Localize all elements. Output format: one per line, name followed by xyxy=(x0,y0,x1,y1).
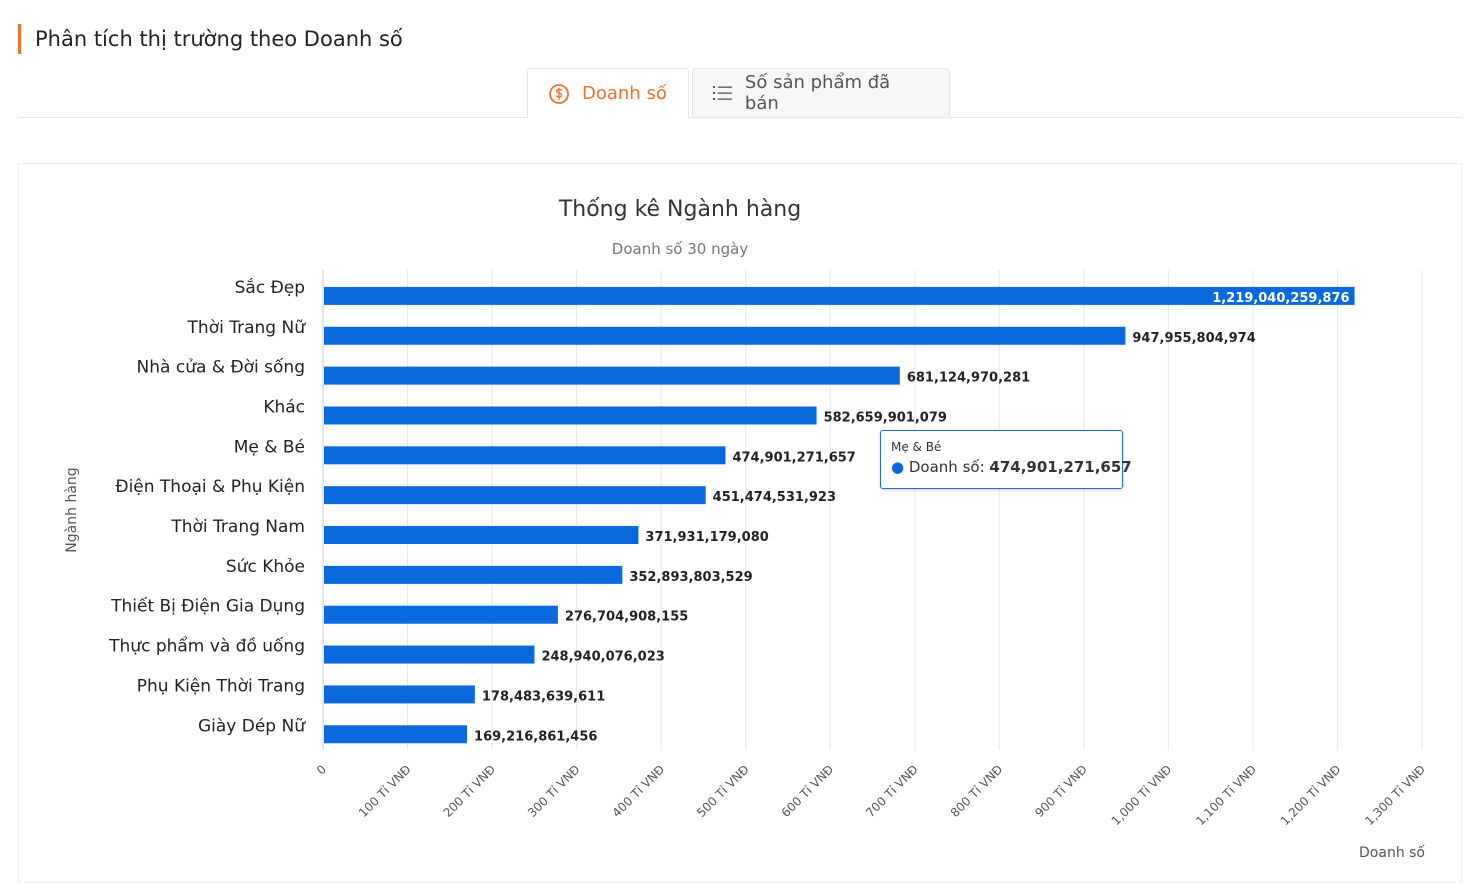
tooltip-category: Mẹ & Bé xyxy=(891,440,942,454)
chart-tooltip: Mẹ & Bé ● Doanh số: 474,901,271,657 xyxy=(880,430,1132,489)
data-label: 451,474,531,923 xyxy=(713,490,836,505)
y-tick-label: Thời Trang Nam xyxy=(170,517,305,537)
data-label: 947,955,804,974 xyxy=(1132,331,1255,346)
data-label: 371,931,179,080 xyxy=(645,530,768,545)
x-tick-label: 0 xyxy=(314,762,329,777)
y-tick-label: Mẹ & Bé xyxy=(234,437,305,457)
x-tick-label: 100 Tỉ VNĐ xyxy=(356,762,414,820)
data-label: 474,901,271,657 xyxy=(732,450,855,465)
tabs-divider xyxy=(18,117,1462,118)
bar[interactable] xyxy=(324,685,475,704)
x-tick-label: 600 Tỉ VNĐ xyxy=(779,762,837,820)
bar[interactable] xyxy=(324,446,726,465)
bar[interactable] xyxy=(324,326,1126,345)
x-tick-label: 1,300 Tỉ VNĐ xyxy=(1362,762,1428,828)
x-tick-label: 900 Tỉ VNĐ xyxy=(1032,762,1090,820)
bar[interactable] xyxy=(324,645,535,664)
y-tick-label: Thiết Bị Điện Gia Dụng xyxy=(110,596,305,617)
y-tick-label: Thực phẩm và đồ uống xyxy=(108,636,305,657)
tooltip-series: Doanh số xyxy=(908,458,980,476)
x-tick-label: 1,100 Tỉ VNĐ xyxy=(1193,762,1259,828)
data-label: 352,893,803,529 xyxy=(629,570,752,585)
chart-subtitle: Doanh số 30 ngày xyxy=(612,240,749,258)
y-axis-label: Ngành hàng xyxy=(64,467,80,552)
y-tick-label: Điện Thoại & Phụ Kiện xyxy=(115,477,305,497)
y-tick-label: Giày Dép Nữ xyxy=(198,716,306,736)
data-label: 276,704,908,155 xyxy=(565,610,688,625)
x-tick-label: 500 Tỉ VNĐ xyxy=(694,762,752,820)
dollar-circle-icon xyxy=(549,83,569,104)
tab-doanh-so[interactable]: Doanh số xyxy=(527,68,689,118)
bar[interactable] xyxy=(324,366,900,385)
x-tick-label: 300 Tỉ VNĐ xyxy=(525,762,583,820)
data-label: 248,940,076,023 xyxy=(541,650,664,665)
bar[interactable] xyxy=(324,565,623,584)
y-tick-label: Sức Khỏe xyxy=(226,557,305,577)
y-tick-label: Sắc Đẹp xyxy=(235,277,305,298)
x-tick-label: 700 Tỉ VNĐ xyxy=(863,762,921,820)
tab-so-san-pham[interactable]: Số sản phẩm đã bán xyxy=(692,68,950,117)
tooltip-value: 474,901,271,657 xyxy=(989,458,1132,476)
data-label: 1,219,040,259,876 xyxy=(1212,291,1349,306)
bar-chart: Thống kê Ngành hàng Doanh số 30 ngày 0 100 … xyxy=(64,197,1428,861)
x-axis-label: Doanh số xyxy=(1359,844,1425,861)
x-tick-label: 1,000 Tỉ VNĐ xyxy=(1109,762,1175,828)
x-tick-label: 400 Tỉ VNĐ xyxy=(610,762,668,820)
y-tick-label: Nhà cửa & Đời sống xyxy=(137,357,305,378)
data-label: 582,659,901,079 xyxy=(824,410,947,425)
tab-label: Doanh số xyxy=(582,83,667,104)
data-label: 169,216,861,456 xyxy=(474,729,597,744)
x-tick-label: 200 Tỉ VNĐ xyxy=(440,762,498,820)
x-tick-label: 1,200 Tỉ VNĐ xyxy=(1278,762,1344,828)
bar[interactable] xyxy=(324,406,817,425)
bar[interactable] xyxy=(324,286,1355,305)
bar[interactable] xyxy=(324,526,639,545)
tab-label: Số sản phẩm đã bán xyxy=(744,72,891,114)
y-tick-label: Phụ Kiện Thời Trang xyxy=(137,676,305,696)
bar[interactable] xyxy=(324,486,706,505)
data-label: 178,483,639,611 xyxy=(482,689,605,704)
list-icon xyxy=(713,86,732,100)
bar[interactable] xyxy=(324,605,558,624)
y-tick-label: Thời Trang Nữ xyxy=(187,318,307,338)
bar[interactable] xyxy=(324,725,468,744)
x-tick-label: 800 Tỉ VNĐ xyxy=(948,762,1006,820)
data-label: 681,124,970,281 xyxy=(907,371,1030,386)
y-tick-label: Khác xyxy=(263,397,305,417)
page-title: Phân tích thị trường theo Doanh số xyxy=(18,24,403,54)
series-dot-icon: ● xyxy=(891,458,905,476)
chart-title: Thống kê Ngành hàng xyxy=(558,197,801,222)
